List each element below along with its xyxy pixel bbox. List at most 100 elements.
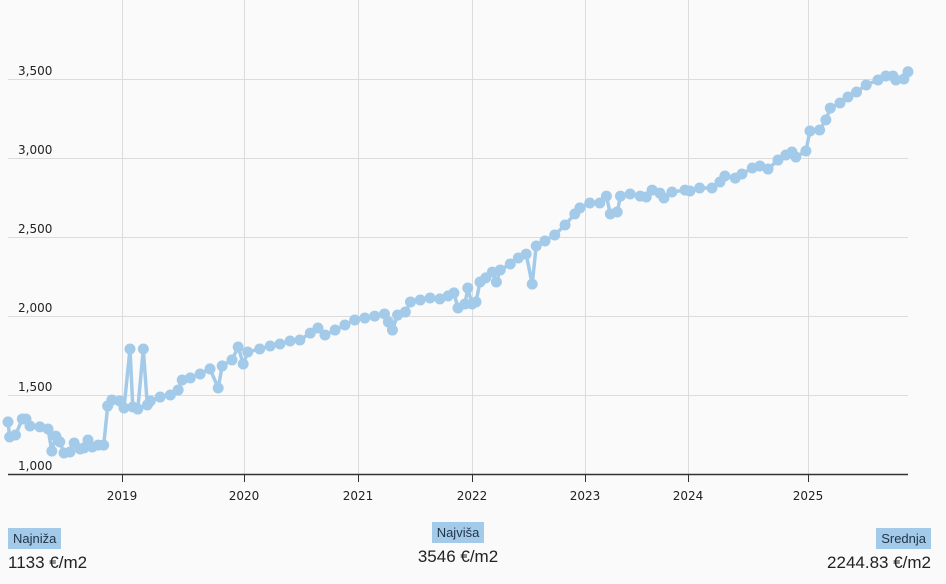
data-point[interactable]: [10, 429, 21, 441]
stat-min-label: Najniža: [8, 528, 62, 549]
y-tick-label: 3,500: [18, 64, 52, 78]
data-point[interactable]: [24, 420, 36, 432]
x-tick-label: 2023: [570, 489, 601, 503]
data-point[interactable]: [154, 391, 166, 403]
data-point[interactable]: [470, 296, 482, 308]
data-point[interactable]: [42, 423, 54, 435]
data-point[interactable]: [254, 343, 266, 355]
data-point[interactable]: [64, 446, 76, 458]
data-point[interactable]: [399, 306, 411, 318]
data-point[interactable]: [851, 86, 863, 98]
data-point[interactable]: [144, 395, 156, 407]
y-tick-label: 2,500: [18, 222, 52, 236]
x-tick-label: 2024: [673, 489, 704, 503]
data-point[interactable]: [319, 329, 331, 341]
data-point[interactable]: [212, 382, 224, 394]
stat-min-value: 1133 €/m2: [8, 553, 88, 572]
y-tick-label: 1,000: [18, 459, 52, 473]
data-point[interactable]: [611, 206, 623, 218]
data-point[interactable]: [902, 66, 914, 78]
data-point[interactable]: [490, 276, 502, 288]
data-point[interactable]: [574, 202, 586, 214]
data-point[interactable]: [600, 190, 612, 202]
data-point[interactable]: [706, 182, 718, 194]
data-point[interactable]: [624, 188, 636, 200]
data-point[interactable]: [414, 294, 426, 306]
data-point[interactable]: [54, 436, 66, 448]
data-point[interactable]: [520, 248, 532, 260]
data-point[interactable]: [369, 310, 381, 322]
data-point[interactable]: [666, 186, 678, 198]
stat-avg-value: 2244.83 €/m2: [827, 553, 931, 572]
price-chart: 1,000 1,500 2,000 2,500 3,000 3,500 2019 2020 2…: [2, 0, 914, 503]
data-point[interactable]: [804, 125, 816, 137]
x-tick-label: 2020: [229, 489, 260, 503]
data-point[interactable]: [274, 338, 286, 350]
data-point[interactable]: [132, 403, 144, 415]
data-point[interactable]: [584, 197, 596, 209]
data-point[interactable]: [2, 416, 14, 428]
data-point[interactable]: [434, 293, 446, 305]
data-point[interactable]: [204, 363, 216, 375]
data-point[interactable]: [842, 91, 854, 103]
data-point[interactable]: [284, 335, 296, 347]
data-point[interactable]: [658, 192, 670, 204]
data-point[interactable]: [800, 145, 812, 157]
y-tick-label: 2,000: [18, 301, 52, 315]
data-point[interactable]: [719, 170, 731, 182]
data-point[interactable]: [312, 322, 324, 334]
data-point[interactable]: [232, 341, 244, 353]
data-point[interactable]: [772, 154, 784, 166]
data-point[interactable]: [264, 340, 276, 352]
data-point[interactable]: [164, 389, 176, 401]
data-point[interactable]: [494, 264, 506, 276]
data-point[interactable]: [294, 334, 306, 346]
data-point[interactable]: [98, 439, 110, 451]
data-point[interactable]: [329, 324, 341, 336]
data-point[interactable]: [824, 102, 836, 114]
data-point[interactable]: [216, 360, 228, 372]
data-point[interactable]: [46, 445, 58, 457]
data-point[interactable]: [106, 394, 118, 406]
data-point[interactable]: [124, 343, 136, 355]
data-point[interactable]: [736, 168, 748, 180]
data-point[interactable]: [118, 402, 130, 414]
stat-avg-label: Srednja: [876, 528, 931, 549]
data-point[interactable]: [814, 124, 826, 136]
data-point[interactable]: [424, 292, 436, 304]
data-point[interactable]: [504, 258, 516, 270]
data-point[interactable]: [614, 190, 626, 202]
data-point[interactable]: [549, 229, 561, 241]
data-point[interactable]: [530, 240, 542, 252]
data-point[interactable]: [559, 219, 571, 231]
data-point[interactable]: [226, 354, 238, 366]
data-point[interactable]: [237, 358, 249, 370]
data-point[interactable]: [349, 314, 361, 326]
data-point[interactable]: [594, 197, 606, 209]
data-point[interactable]: [834, 97, 846, 109]
data-point[interactable]: [539, 235, 551, 247]
data-point[interactable]: [860, 79, 872, 91]
data-point[interactable]: [890, 74, 902, 86]
data-point[interactable]: [172, 384, 184, 396]
data-point[interactable]: [684, 185, 696, 197]
stat-avg: Srednja 2244.83 €/m2: [827, 528, 931, 573]
data-point[interactable]: [184, 372, 196, 384]
x-tick-label: 2019: [107, 489, 138, 503]
data-point[interactable]: [448, 287, 460, 299]
data-point[interactable]: [462, 282, 474, 294]
data-point[interactable]: [790, 151, 802, 163]
data-point[interactable]: [820, 114, 832, 126]
data-point[interactable]: [194, 368, 206, 380]
data-point[interactable]: [359, 312, 371, 324]
data-point[interactable]: [339, 319, 351, 331]
data-point[interactable]: [694, 182, 706, 194]
x-tick-label: 2025: [793, 489, 824, 503]
data-point[interactable]: [137, 343, 149, 355]
data-point[interactable]: [242, 346, 254, 358]
data-point[interactable]: [762, 163, 774, 175]
data-point[interactable]: [526, 278, 538, 290]
data-point[interactable]: [404, 296, 416, 308]
stat-max-label: Najviša: [431, 522, 485, 543]
data-point[interactable]: [386, 324, 398, 336]
